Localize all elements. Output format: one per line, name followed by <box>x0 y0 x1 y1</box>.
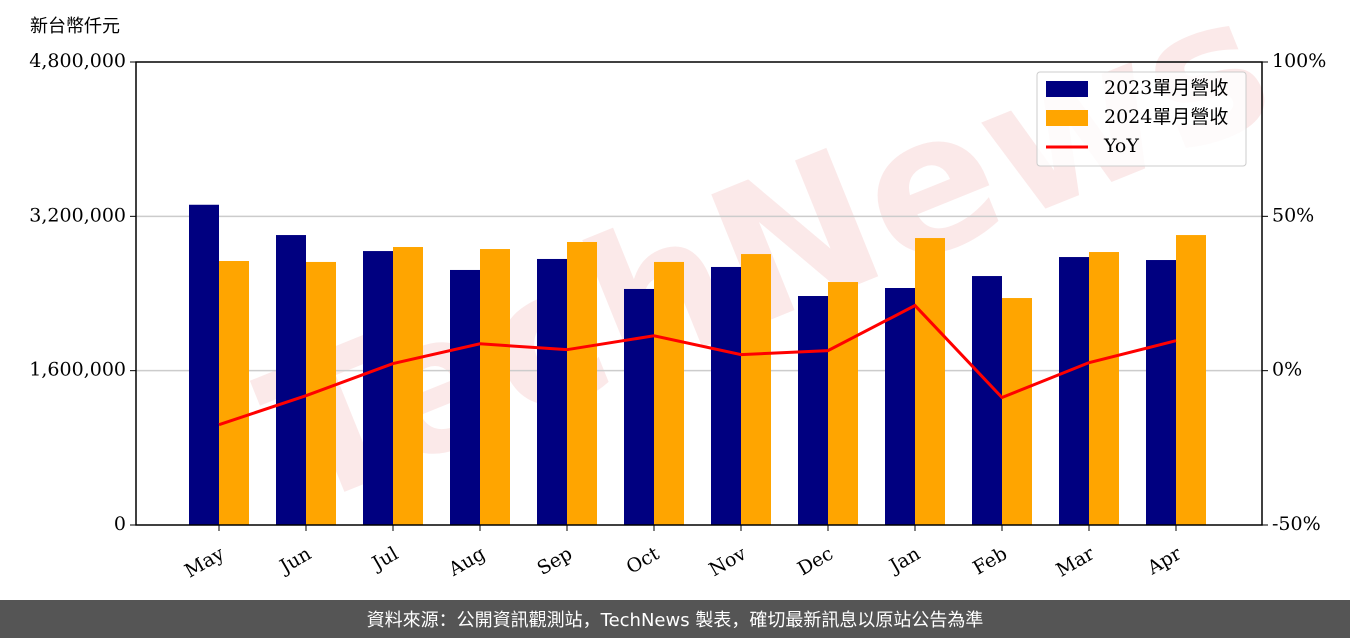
x-tick-label: Aug <box>444 543 489 582</box>
bar <box>219 260 249 525</box>
x-tick-label: Sep <box>533 543 576 580</box>
x-tick-label: Jan <box>884 543 924 579</box>
bar <box>972 276 1002 525</box>
legend-box <box>1036 71 1247 167</box>
bar <box>537 258 567 525</box>
legend-swatch <box>1046 110 1088 126</box>
x-tick-label: Mar <box>1052 542 1098 581</box>
bar <box>741 254 771 526</box>
legend-label: 2023單月營收 <box>1104 77 1228 99</box>
legend-label: 2024單月營收 <box>1104 106 1228 128</box>
y-axis-label: 新台幣仟元 <box>30 16 120 37</box>
bar <box>624 288 654 525</box>
bar <box>798 296 828 525</box>
bar <box>654 261 684 525</box>
bar <box>189 204 219 525</box>
y-tick-label: 0 <box>114 513 126 535</box>
y-tick-label: 1,600,000 <box>29 359 126 381</box>
y2-tick-label: 50% <box>1272 204 1314 226</box>
bar <box>1176 235 1206 525</box>
x-tick-label: Jul <box>367 543 402 576</box>
bar <box>1089 252 1119 525</box>
bar <box>363 251 393 525</box>
bar <box>480 249 510 525</box>
yoy-line <box>218 303 1177 427</box>
y-tick-label: 4,800,000 <box>29 50 126 72</box>
legend-label: YoY <box>1103 135 1139 157</box>
x-tick-label: Oct <box>623 542 664 578</box>
bar <box>885 288 915 525</box>
bar <box>567 241 597 525</box>
y-tick-label: 3,200,000 <box>29 204 126 226</box>
bar <box>915 238 945 526</box>
bar <box>450 269 480 525</box>
bar <box>393 247 423 525</box>
legend: 2023單月營收 2024單月營收 YoY <box>1036 71 1247 167</box>
x-tick-label: Jun <box>274 543 315 579</box>
bar <box>1059 257 1089 525</box>
x-tick-label: Dec <box>794 543 837 581</box>
plot-frame <box>135 61 1263 526</box>
legend-swatch <box>1046 81 1088 97</box>
footer: 資料來源：公開資訊觀測站，TechNews 製表，確切最新訊息以原站公告為準 <box>0 600 1350 638</box>
x-tick-label: Apr <box>1143 542 1186 579</box>
bar <box>276 235 306 525</box>
y2-tick-label: 100% <box>1272 50 1326 72</box>
bar <box>1146 260 1176 525</box>
bar <box>1002 298 1032 525</box>
x-tick-label: Feb <box>969 543 1011 580</box>
y2-tick-label: 0% <box>1272 359 1302 381</box>
x-tick-label: May <box>181 542 228 582</box>
bar <box>711 266 741 525</box>
x-tick-label: Nov <box>705 542 750 581</box>
y2-tick-label: -50% <box>1272 513 1321 535</box>
chart: TechNews 新台幣仟元 01,600,0003,200,0004,800,… <box>29 0 1326 582</box>
bar <box>828 282 858 525</box>
